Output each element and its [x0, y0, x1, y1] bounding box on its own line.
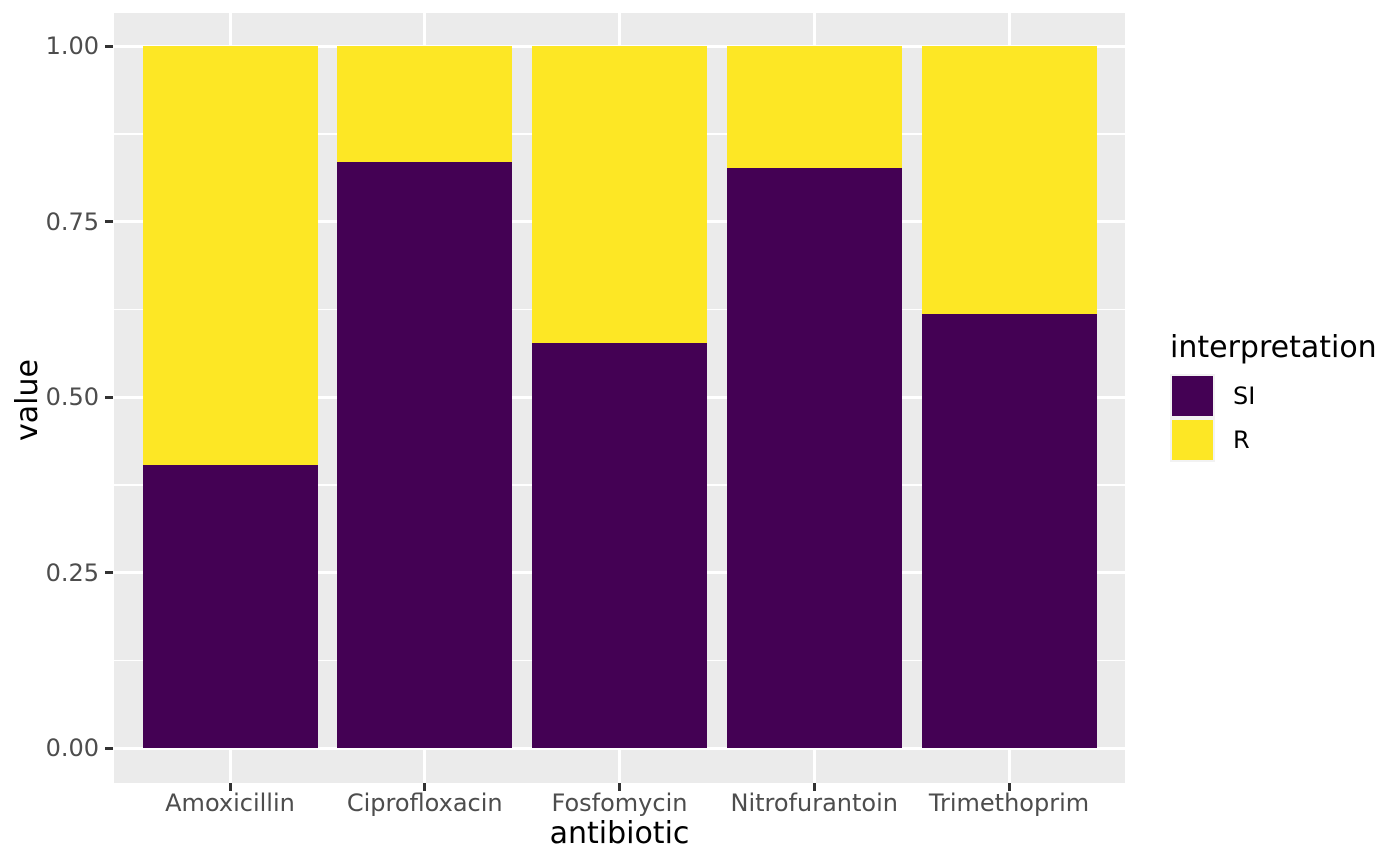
bar-segment-si: [532, 342, 707, 748]
bar-segment-r: [142, 46, 318, 466]
y-axis-tick: [105, 220, 113, 223]
x-axis-tick: [1007, 783, 1011, 791]
x-tick-label: Ciprofloxacin: [346, 789, 503, 817]
y-axis-tick: [105, 746, 113, 750]
bar-segment-r: [532, 46, 707, 343]
legend-key-r: [1170, 418, 1215, 462]
plot-panel: [114, 13, 1125, 783]
x-tick-label: Fosfomycin: [551, 789, 688, 817]
bar-segment-r: [921, 46, 1097, 315]
legend-entries: SI R: [1170, 374, 1395, 462]
y-axis-tick: [105, 571, 113, 574]
x-axis-tick: [423, 783, 427, 791]
y-axis-tick: [105, 44, 113, 48]
legend-entry: SI: [1170, 374, 1395, 418]
y-tick-label: 0.50: [45, 383, 99, 411]
legend-key-si: [1170, 374, 1215, 418]
x-axis-tick: [228, 783, 232, 791]
legend-title: interpretation: [1170, 330, 1377, 365]
x-tick-label: Nitrofurantoin: [730, 789, 898, 817]
legend: interpretation SI R: [1170, 331, 1395, 462]
x-tick-label: Trimethoprim: [928, 789, 1090, 817]
bar-segment-r: [337, 46, 513, 162]
x-axis-title: antibiotic: [549, 816, 690, 851]
bar-segment-si: [921, 314, 1097, 748]
x-axis-tick: [812, 783, 816, 791]
y-axis-tick: [105, 395, 113, 399]
legend-entry: R: [1170, 418, 1395, 462]
legend-label: R: [1233, 426, 1250, 454]
y-tick-label: 0.00: [45, 734, 99, 762]
x-axis-tick: [618, 783, 621, 791]
x-tick-label: Amoxicillin: [165, 789, 295, 817]
legend-label: SI: [1233, 382, 1256, 410]
y-tick-label: 0.25: [45, 558, 99, 587]
bar-segment-r: [726, 46, 902, 169]
bar-segment-si: [337, 161, 513, 748]
bar-segment-si: [726, 168, 902, 748]
y-tick-label: 0.75: [45, 207, 99, 236]
y-tick-label: 1.00: [45, 32, 99, 60]
bar-segment-si: [142, 465, 318, 748]
